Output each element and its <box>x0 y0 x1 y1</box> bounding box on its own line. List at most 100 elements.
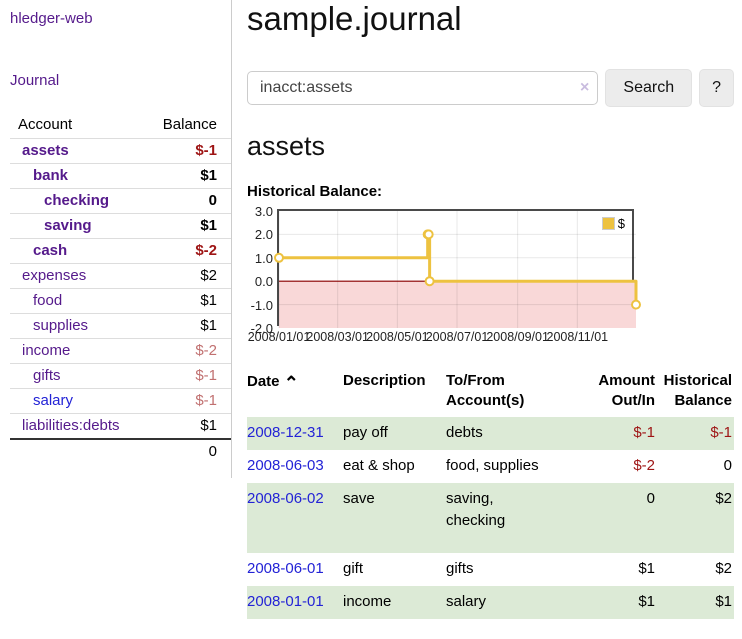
search-button[interactable]: Search <box>605 68 693 107</box>
x-axis-tick-label: 2008/11/01 <box>546 329 609 344</box>
page-title: sample.journal <box>247 0 462 37</box>
account-balance: $-2 <box>195 342 217 359</box>
account-balance: $1 <box>200 217 217 234</box>
transaction-row: 2008-06-01 gift gifts $1 $2 <box>247 553 734 586</box>
description-column-header[interactable]: Description <box>343 371 426 389</box>
account-link-expenses[interactable]: expenses <box>22 267 87 284</box>
account-row: checking 0 <box>10 188 231 214</box>
clear-search-icon[interactable]: × <box>580 78 590 96</box>
amount-cell: 0 <box>646 489 655 507</box>
accounts-cell: food, supplies <box>446 457 539 475</box>
journal-link[interactable]: Journal <box>10 72 60 89</box>
balance-cell: $2 <box>715 489 732 507</box>
sidebar-nav: Journal <box>10 72 231 90</box>
account-balance: $-1 <box>195 392 217 409</box>
account-row: saving $1 <box>10 213 231 239</box>
account-link-checking[interactable]: checking <box>44 192 110 209</box>
transaction-row: 2008-01-01 income salary $1 $1 <box>247 586 734 619</box>
account-balance: $2 <box>200 267 217 284</box>
accounts-cell: salary <box>446 593 487 611</box>
account-balance: $1 <box>200 167 217 184</box>
search-input[interactable] <box>247 70 599 105</box>
account-row: cash $-2 <box>10 238 231 264</box>
x-axis-tick-label: 2008/07/01 <box>425 329 489 344</box>
account-link-saving[interactable]: saving <box>44 217 92 234</box>
account-link-supplies[interactable]: supplies <box>33 317 89 334</box>
amount-cell: $1 <box>638 560 655 578</box>
date-link[interactable]: 2008-06-01 <box>247 560 324 578</box>
date-link[interactable]: 2008-06-03 <box>247 457 324 475</box>
account-link-assets[interactable]: assets <box>22 142 69 159</box>
account-balance: $-1 <box>195 142 217 159</box>
transaction-row: 2008-12-31 pay off debts $-1 $-1 <box>247 417 734 451</box>
account-balance: $-1 <box>195 367 217 384</box>
chart-legend: $ <box>599 214 627 232</box>
y-axis-tick-label: -2.0 <box>250 320 273 336</box>
balance-column-header[interactable]: Historical Balance <box>663 371 732 410</box>
account-row: income $-2 <box>10 338 231 364</box>
account-link-liabilities-debts[interactable]: liabilities:debts <box>22 417 120 434</box>
y-axis: 3.0 2.0 1.0 0.0 -1.0 -2.0 <box>247 204 273 336</box>
date-link[interactable]: 2008-12-31 <box>247 424 324 442</box>
y-axis-tick-label: 1.0 <box>254 250 273 266</box>
account-heading: assets <box>247 130 326 161</box>
account-link-income[interactable]: income <box>22 342 71 359</box>
date-link[interactable]: 2008-01-01 <box>247 593 324 611</box>
accounts-column-header[interactable]: To/From Account(s) <box>446 371 525 410</box>
plot-area: $ <box>274 208 641 328</box>
sidebar: hledger-web Journal Account Balance asse… <box>0 0 232 478</box>
account-link-gifts[interactable]: gifts <box>33 367 61 384</box>
accounts-cell: saving, checking <box>446 489 506 529</box>
account-link-cash[interactable]: cash <box>33 242 68 259</box>
account-row: salary $-1 <box>10 388 231 414</box>
account-row: assets $-1 <box>10 138 231 164</box>
x-axis: 2008/01/01 2008/03/01 2008/05/01 2008/07/01… <box>248 328 734 348</box>
description-cell: gift <box>343 560 364 578</box>
balance-cell: $-1 <box>710 424 732 442</box>
description-cell: save <box>343 489 375 507</box>
account-balance: $1 <box>200 417 217 434</box>
app-brand: hledger-web <box>10 10 231 28</box>
chart-title: Historical Balance: <box>247 182 383 200</box>
brand-link[interactable]: hledger-web <box>10 10 93 27</box>
balance-cell: 0 <box>723 457 732 475</box>
x-axis-tick-label: 2008/05/01 <box>366 329 429 344</box>
accounts-cell: gifts <box>446 560 474 578</box>
historical-balance-chart: 3.0 2.0 1.0 0.0 -1.0 -2.0 $ 2008/01/01 2008/03… <box>247 204 734 348</box>
account-column-header: Account <box>18 116 73 133</box>
balance-column-header: Balance <box>162 116 217 133</box>
amount-cell: $1 <box>638 593 655 611</box>
amount-column-header[interactable]: Amount Out/In <box>598 371 655 410</box>
account-link-bank[interactable]: bank <box>33 167 69 184</box>
account-row: food $1 <box>10 288 231 314</box>
account-row: supplies $1 <box>10 313 231 339</box>
account-balance: $1 <box>200 317 217 334</box>
y-axis-tick-label: 3.0 <box>254 203 273 219</box>
transaction-row: 2008-06-02 save saving, checking 0 $2 <box>247 482 734 554</box>
account-row: expenses $2 <box>10 263 231 289</box>
accounts-total-row: 0 <box>10 439 231 464</box>
description-cell: income <box>343 593 392 611</box>
y-axis-tick-label: 2.0 <box>254 227 273 243</box>
accounts-table: Account Balance assets $-1 bank $1 check… <box>10 112 231 464</box>
accounts-total-value: 0 <box>208 443 217 460</box>
date-link[interactable]: 2008-06-02 <box>247 489 324 507</box>
balance-cell: $2 <box>715 560 732 578</box>
legend-label: $ <box>617 215 625 231</box>
account-balance: $-2 <box>195 242 217 259</box>
amount-cell: $-1 <box>633 424 655 442</box>
account-link-food[interactable]: food <box>33 292 63 309</box>
date-column-header[interactable]: Date ⌃ <box>247 372 299 393</box>
account-balance: $1 <box>200 292 217 309</box>
chart-line-svg <box>274 210 641 328</box>
main-content: sample.journal × Search ? assets Histori… <box>232 0 742 639</box>
sort-ascending-icon: ⌃ <box>283 372 299 393</box>
description-cell: pay off <box>343 424 388 442</box>
register-header-row: Date ⌃ Description To/From Account(s) Am… <box>247 369 734 418</box>
account-link-salary[interactable]: salary <box>33 392 74 409</box>
accounts-header-row: Account Balance <box>10 112 231 139</box>
help-button[interactable]: ? <box>699 68 734 107</box>
transaction-row: 2008-06-03 eat & shop food, supplies $-2… <box>247 450 734 483</box>
search-form: × Search ? <box>247 68 734 107</box>
